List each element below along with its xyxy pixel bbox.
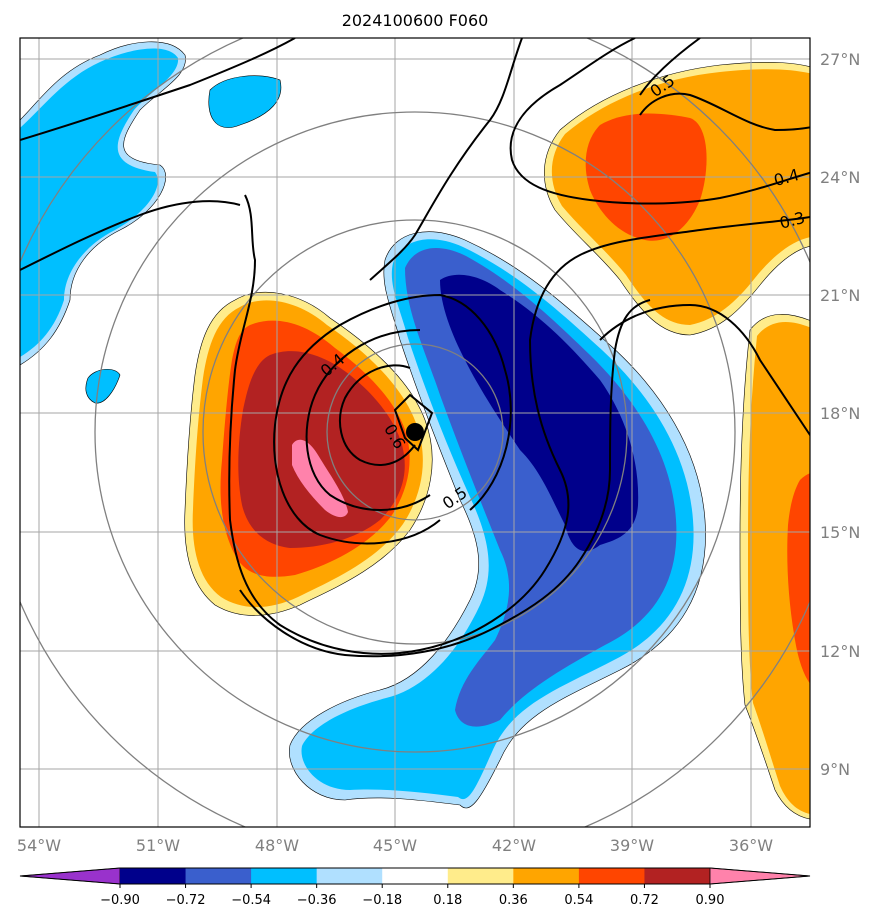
colorbar-segment bbox=[120, 868, 187, 884]
contour-0.5-curve bbox=[639, 38, 701, 96]
x-tick-label: 42°W bbox=[492, 836, 536, 855]
y-tick-label: 15°N bbox=[820, 523, 860, 542]
colorbar-tick-label: 0.18 bbox=[433, 893, 462, 908]
x-tick-label: 48°W bbox=[255, 836, 299, 855]
filled-contours bbox=[20, 41, 810, 820]
grid-lines bbox=[20, 38, 810, 827]
x-tick-label: 36°W bbox=[729, 836, 773, 855]
contour-0.3-nw2 bbox=[20, 38, 296, 141]
colorbar-segment bbox=[644, 868, 711, 884]
fill-pos-red-se bbox=[787, 473, 810, 684]
y-tick-label: 21°N bbox=[820, 286, 860, 305]
colorbar-tick-label: 0.72 bbox=[630, 893, 659, 908]
storm-center-marker bbox=[406, 423, 424, 441]
colorbar-segment bbox=[447, 868, 514, 884]
colorbar-segment bbox=[513, 868, 580, 884]
y-tick-label: 9°N bbox=[820, 760, 850, 779]
contour-0.6 bbox=[393, 393, 434, 452]
contour-0.3-nw bbox=[20, 200, 241, 271]
contour-0.5-ne bbox=[639, 92, 810, 132]
x-tick-label: 39°W bbox=[610, 836, 654, 855]
colorbar-segment bbox=[578, 868, 645, 884]
fill-neg-small bbox=[85, 369, 121, 404]
contour-0.3-s bbox=[239, 299, 651, 658]
y-tick-labels: 27°N 24°N 21°N 18°N 15°N 12°N 9°N bbox=[820, 50, 860, 779]
colorbar-segment bbox=[316, 868, 383, 884]
fill-neg-blob-nw2 bbox=[208, 75, 282, 128]
contour-0.5-mid bbox=[305, 329, 431, 511]
colorbar-tick-label: −0.72 bbox=[166, 893, 206, 908]
colorbar-extend-high bbox=[709, 867, 811, 885]
contour-0.5-inner bbox=[339, 364, 416, 466]
contour-0.4-ne bbox=[509, 38, 810, 205]
x-tick-labels: 54°W 51°W 48°W 45°W 42°W 39°W 36°W bbox=[17, 836, 773, 855]
contour-0.4-w bbox=[273, 293, 512, 545]
colorbar-tick-label: −0.36 bbox=[297, 893, 337, 908]
fill-neg-mid-nw bbox=[20, 48, 179, 358]
colorbar-segment bbox=[185, 868, 252, 884]
colorbar-segment bbox=[382, 868, 449, 884]
colorbar: −0.90 −0.72 −0.54 −0.36 −0.18 0.18 0.36 0.54 0.7… bbox=[19, 867, 811, 908]
y-tick-label: 18°N bbox=[820, 404, 860, 423]
y-tick-label: 24°N bbox=[820, 168, 860, 187]
colorbar-tick-label: −0.90 bbox=[100, 893, 140, 908]
map-area: 0.6 0.5 0.4 0.5 0.4 0.3 bbox=[20, 38, 810, 827]
colorbar-segment bbox=[251, 868, 318, 884]
colorbar-tick-label: 0.36 bbox=[499, 893, 528, 908]
colorbar-tick-label: 0.90 bbox=[696, 893, 725, 908]
y-tick-label: 12°N bbox=[820, 642, 860, 661]
x-tick-label: 54°W bbox=[17, 836, 61, 855]
colorbar-extend-low bbox=[19, 867, 121, 885]
colorbar-tick-label: 0.54 bbox=[564, 893, 593, 908]
contour-0.4-center bbox=[369, 38, 523, 281]
x-tick-label: 51°W bbox=[136, 836, 180, 855]
fill-pos-orange-se bbox=[748, 321, 810, 814]
chart-title: 2024100600 F060 bbox=[342, 11, 489, 30]
x-tick-label: 45°W bbox=[373, 836, 417, 855]
colorbar-tick-label: −0.54 bbox=[231, 893, 271, 908]
contour-0.3-se bbox=[599, 303, 810, 437]
contour-0.3-outer bbox=[228, 194, 810, 655]
range-rings bbox=[20, 38, 810, 827]
colorbar-tick-label: −0.18 bbox=[362, 893, 402, 908]
contour-lines bbox=[20, 38, 810, 658]
y-tick-label: 27°N bbox=[820, 50, 860, 69]
map-frame bbox=[19, 37, 811, 828]
